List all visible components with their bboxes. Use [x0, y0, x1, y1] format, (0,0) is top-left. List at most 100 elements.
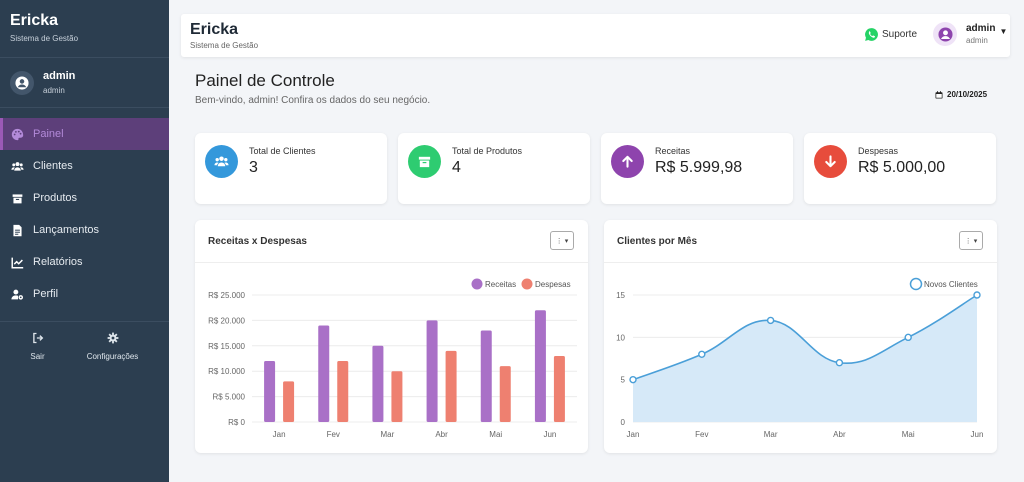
y-tick-label: R$ 0	[228, 418, 245, 427]
data-point	[973, 291, 981, 299]
y-tick-label: R$ 15.000	[208, 342, 245, 351]
bar-chart: R$ 0 R$ 5.000 R$ 10.000 R$ 15.000 R$ 20.000 R…	[208, 278, 577, 439]
bar-despesas	[553, 355, 565, 422]
palette-icon	[11, 128, 24, 140]
stat-card-receitas: Receitas R$ 5.999,98	[601, 133, 793, 204]
stat-card-despesas: Despesas R$ 5.000,00	[804, 133, 996, 204]
kebab-icon: ⋮ ▾	[555, 237, 569, 245]
box-icon	[12, 193, 23, 203]
brand-subtitle: Sistema de Gestão	[10, 34, 79, 43]
legend-label: Receitas	[485, 280, 516, 289]
chart-header: Receitas x Despesas ⋮ ▾	[195, 220, 588, 263]
legend-marker	[909, 277, 923, 291]
chart-line-icon	[11, 257, 24, 269]
x-tick-label: Abr	[833, 430, 846, 439]
topbar: Ericka Sistema de Gestão Suporte admin a…	[181, 14, 1010, 57]
x-tick-label: Jan	[273, 430, 286, 439]
y-tick-label: 10	[616, 333, 625, 342]
sidebar-item-painel[interactable]: Painel	[0, 118, 169, 150]
sidebar-item-perfil[interactable]: Perfil	[0, 278, 169, 310]
data-point	[698, 350, 706, 358]
x-tick-label: Mar	[764, 430, 778, 439]
stat-label: Total de Produtos	[452, 146, 523, 156]
topbar-user-role: admin	[966, 36, 988, 45]
brand-title: Ericka	[10, 12, 59, 29]
x-tick-label: Mai	[489, 430, 502, 439]
topbar-user-name: admin	[966, 23, 996, 34]
caret-down-icon: ▼	[999, 26, 1008, 36]
user-menu[interactable]: admin admin ▼	[933, 22, 1007, 46]
sidebar-brand: Ericka Sistema de Gestão	[0, 0, 169, 58]
bar-despesas	[337, 361, 349, 422]
sidebar-item-relatorios[interactable]: Relatórios	[0, 246, 169, 278]
calendar-icon	[935, 90, 943, 98]
stat-label: Receitas	[655, 146, 691, 156]
y-tick-label: R$ 10.000	[208, 367, 245, 376]
bar-receitas	[480, 330, 492, 422]
sidebar-item-label: Lançamentos	[33, 224, 100, 236]
data-point	[629, 375, 637, 384]
arrow-up-icon	[611, 145, 644, 178]
stat-value: R$ 5.999,98	[655, 159, 743, 176]
x-tick-label: Fev	[695, 430, 708, 439]
y-tick-label: 15	[616, 291, 625, 300]
user-avatar-icon	[10, 70, 34, 95]
kebab-icon: ⋮ ▾	[964, 237, 978, 245]
x-tick-label: Jun	[971, 430, 984, 439]
support-label: Suporte	[882, 29, 918, 40]
sidebar-item-label: Produtos	[33, 192, 78, 204]
legend-label: Despesas	[535, 280, 571, 289]
logout-button[interactable]: Sair	[0, 332, 75, 361]
user-avatar-icon	[933, 22, 957, 46]
stat-value: R$ 5.000,00	[858, 159, 946, 176]
chart-title: Receitas x Despesas	[208, 236, 307, 247]
file-invoice-icon	[13, 224, 22, 236]
stat-label: Total de Clientes	[249, 146, 316, 156]
sidebar-item-label: Clientes	[33, 160, 73, 172]
sidebar-item-clientes[interactable]: Clientes	[0, 150, 169, 182]
sidebar: Ericka Sistema de Gestão admin admin Pai…	[0, 0, 169, 482]
support-link[interactable]: Suporte	[864, 27, 917, 42]
users-icon	[205, 145, 238, 178]
stat-card-clientes: Total de Clientes 3	[195, 133, 387, 204]
date-text: 20/10/2025	[947, 90, 988, 99]
logout-icon	[32, 332, 43, 344]
users-icon	[11, 161, 24, 171]
stat-value: 3	[249, 159, 258, 176]
bar-receitas	[318, 325, 330, 422]
user-cog-icon	[11, 289, 24, 300]
chart-menu-button[interactable]: ⋮ ▾	[550, 231, 574, 250]
data-point	[835, 359, 844, 367]
bar-receitas	[426, 320, 438, 422]
y-tick-label: R$ 25.000	[208, 291, 245, 300]
sidebar-user: admin admin	[0, 58, 169, 108]
area-fill	[633, 295, 977, 422]
bar-despesas	[499, 366, 511, 422]
stat-card-produtos: Total de Produtos 4	[398, 133, 590, 204]
sidebar-item-produtos[interactable]: Produtos	[0, 182, 169, 214]
y-tick-label: 5	[621, 376, 626, 385]
bar-despesas	[283, 381, 295, 422]
sidebar-footer: Sair Configurações	[0, 321, 169, 361]
stat-label: Despesas	[858, 146, 899, 156]
legend-label: Novos Clientes	[924, 280, 978, 289]
x-tick-label: Fev	[327, 430, 340, 439]
chart-menu-button[interactable]: ⋮ ▾	[959, 231, 983, 250]
y-tick-label: 0	[621, 418, 626, 427]
chart-title: Clientes por Mês	[617, 236, 698, 247]
sidebar-item-label: Painel	[33, 128, 64, 140]
page-subtitle: Bem-vindo, admin! Confira os dados do se…	[195, 95, 431, 106]
page-title: Painel de Controle	[195, 71, 335, 90]
sidebar-item-lancamentos[interactable]: Lançamentos	[0, 214, 169, 246]
bar-despesas	[445, 350, 457, 422]
settings-button[interactable]: Configurações	[75, 332, 150, 361]
whatsapp-icon	[865, 28, 878, 41]
bar-receitas	[534, 310, 546, 422]
data-point	[904, 333, 912, 342]
sidebar-user-role: admin	[43, 86, 65, 95]
x-tick-label: Jan	[627, 430, 640, 439]
bar-receitas	[264, 361, 276, 422]
gear-icon	[107, 332, 118, 344]
chart-card-clientes-mes: Clientes por Mês ⋮ ▾ 0 5 10 15 Jan Fev Mar Abr M…	[604, 220, 997, 453]
logout-label: Sair	[30, 352, 45, 361]
